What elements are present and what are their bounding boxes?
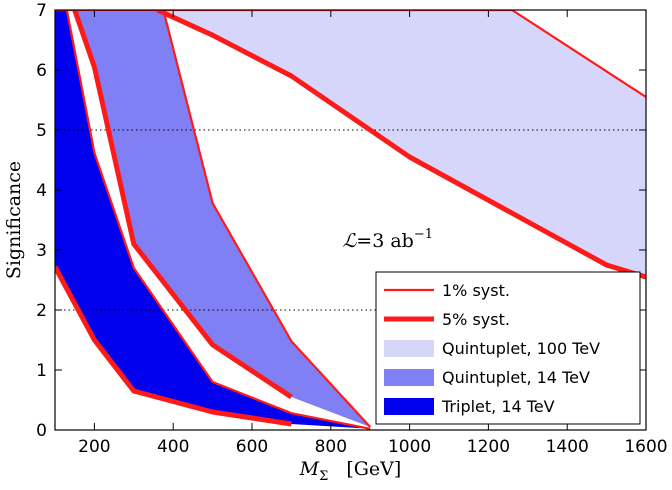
x-tick-label: 800: [315, 437, 347, 457]
y-tick-label: 5: [36, 121, 47, 141]
legend-swatch-quintuplet-14-tev: [384, 369, 434, 386]
legend-label: 5% syst.: [442, 310, 510, 329]
luminosity-annotation: ℒ=3 ab−1: [343, 227, 433, 252]
x-tick-label: 600: [236, 437, 268, 457]
x-tick-label: 1200: [467, 437, 510, 457]
y-tick-label: 7: [36, 1, 47, 21]
y-tick-label: 4: [36, 181, 47, 201]
y-tick-label: 2: [36, 301, 47, 321]
plot-frame: [54, 9, 647, 431]
curve-1pct-quintuplet-100-tev: [55, 10, 646, 98]
legend-label: Quintuplet, 14 TeV: [442, 368, 590, 387]
curve-5pct-triplet-14-tev: [55, 265, 292, 427]
legend-label: Quintuplet, 100 TeV: [442, 339, 600, 358]
x-tick-label: 1600: [624, 437, 667, 457]
legend-label: Triplet, 14 TeV: [441, 397, 555, 416]
x-tick-label: 1000: [388, 437, 431, 457]
curve-1pct-quintuplet-14-tev: [162, 10, 372, 428]
y-tick-label: 3: [36, 241, 47, 261]
band-quintuplet-14-tev: [74, 10, 371, 427]
band-triplet-14-tev: [55, 10, 371, 429]
curve-5pct-quintuplet-100-tev: [156, 10, 646, 280]
y-tick-label: 6: [36, 61, 47, 81]
x-tick-label: 200: [78, 437, 110, 457]
y-tick-label: 0: [36, 421, 47, 441]
y-tick-label: 1: [36, 361, 47, 381]
x-axis-label: MΣ [GeV]: [299, 458, 402, 484]
y-axis-label: Significance: [3, 161, 25, 279]
curve-1pct-triplet-14-tev: [55, 10, 371, 430]
legend-swatch-quintuplet-100-tev: [384, 340, 434, 357]
legend-label: 1% syst.: [442, 281, 510, 300]
x-tick-label: 1400: [546, 437, 589, 457]
legend-swatch-triplet-14-tev: [384, 398, 434, 415]
x-tick-label: 400: [157, 437, 189, 457]
curve-5pct-quintuplet-14-tev: [72, 10, 293, 400]
band-quintuplet-100-tev: [55, 10, 646, 277]
